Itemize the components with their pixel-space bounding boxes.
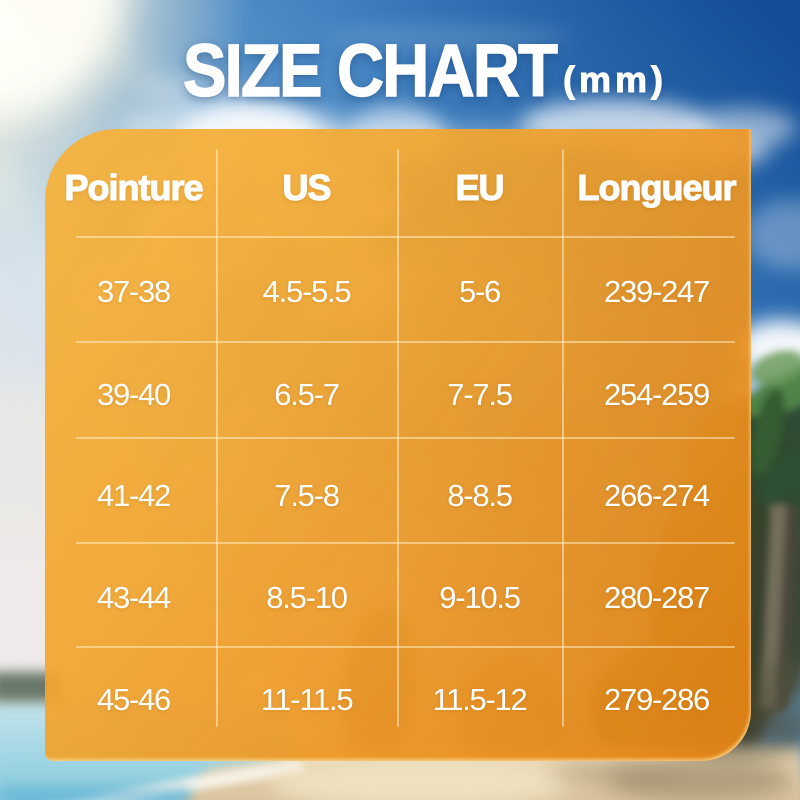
cell-eu: 7-7.5: [447, 377, 513, 412]
table-row: 45-46 11-11.5 11.5-12 279-286: [45, 660, 751, 740]
cell-pointure: 39-40: [96, 377, 171, 412]
table-row: 39-40 6.5-7 7-7.5 254-259: [45, 355, 751, 435]
row-divider-3: [76, 437, 735, 439]
cell-us: 4.5-5.5: [262, 274, 352, 309]
header-longueur: Longueur: [577, 166, 737, 208]
cell-longueur: 279-286: [603, 682, 710, 717]
row-divider-4: [76, 542, 735, 544]
cell-pointure: 43-44: [96, 580, 171, 615]
cell-longueur: 239-247: [603, 274, 710, 309]
row-divider-5: [76, 646, 735, 648]
table-row: 37-38 4.5-5.5 5-6 239-247: [45, 252, 751, 332]
cell-longueur: 254-259: [603, 377, 710, 412]
sun-rays: [0, 0, 200, 299]
header-pointure: Pointure: [64, 166, 204, 208]
table-row: 41-42 7.5-8 8-8.5 266-274: [45, 456, 751, 536]
size-chart-card: Pointure US EU Longueur 37-38 4.5-5.5 5-…: [45, 129, 751, 761]
cell-us: 6.5-7: [274, 377, 340, 412]
header-us: US: [282, 166, 332, 208]
cell-eu: 9-10.5: [439, 580, 521, 615]
row-divider-2: [76, 341, 735, 343]
row-divider-1: [76, 236, 735, 238]
cell-us: 11-11.5: [260, 682, 354, 717]
cell-us: 7.5-8: [274, 478, 340, 513]
table-header-row: Pointure US EU Longueur: [45, 148, 751, 228]
table-row: 43-44 8.5-10 9-10.5 280-287: [45, 558, 751, 638]
cell-pointure: 37-38: [96, 274, 171, 309]
cell-longueur: 266-274: [603, 478, 710, 513]
cell-longueur: 280-287: [603, 580, 710, 615]
cell-eu: 5-6: [458, 274, 501, 309]
cell-pointure: 45-46: [96, 682, 171, 717]
cell-eu: 8-8.5: [447, 478, 513, 513]
cell-us: 8.5-10: [266, 580, 348, 615]
cell-pointure: 41-42: [96, 478, 171, 513]
cell-eu: 11.5-12: [432, 682, 527, 717]
header-eu: EU: [455, 166, 505, 208]
